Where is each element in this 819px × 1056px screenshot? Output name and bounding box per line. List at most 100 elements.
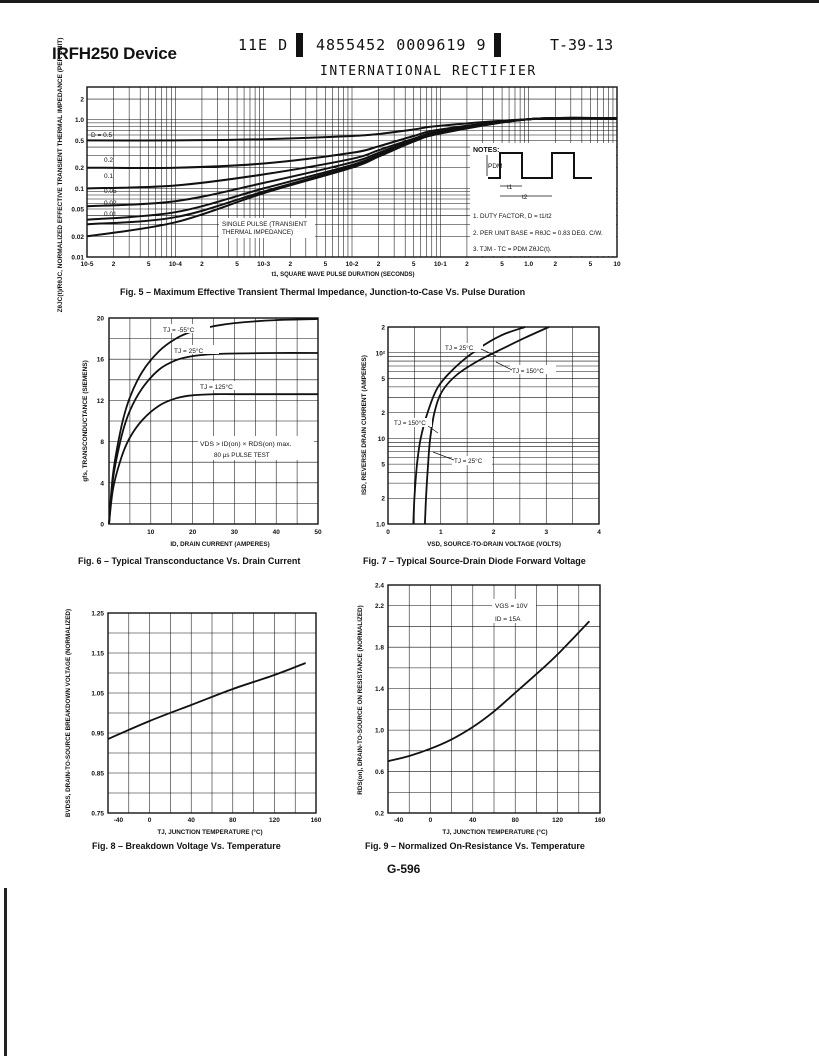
pulse-waveform <box>488 152 592 179</box>
fig5-curve-label: 0.05 <box>104 188 117 195</box>
x-tick-label: 30 <box>231 529 239 536</box>
x-tick-label: 5 <box>412 261 416 268</box>
x-tick-label: 5 <box>324 261 328 268</box>
fig5-x-label: t1, SQUARE WAVE PULSE DURATION (SECONDS) <box>271 272 414 278</box>
fig6-x-label: ID, DRAIN CURRENT (AMPERES) <box>170 541 269 548</box>
doc-number: T-39-13 <box>550 36 614 54</box>
x-tick-label: 5 <box>500 261 504 268</box>
y-tick-label: 5 <box>381 462 385 469</box>
curve-label-125: TJ = 125°C <box>200 383 233 391</box>
x-tick-label: 120 <box>552 817 563 824</box>
fig5-chart: 2 1.0 0.5 0.2 0.1 0.05 0.02 0.01 10-5 2 5 10-4 2 5 10… <box>57 38 621 313</box>
x-tick-label: 1 <box>439 529 443 536</box>
curve-label: TJ = 25°C <box>445 344 474 352</box>
curve-label-minus55: TJ = -55°C <box>163 326 195 334</box>
note-item: 1. DUTY FACTOR, D = t1/t2 <box>473 213 552 220</box>
x-tick-label: 2 <box>200 261 204 268</box>
y-tick-label: 0 <box>100 522 104 529</box>
note-item: 3. TJM - TC = PDM ZθJC(t). <box>473 246 552 253</box>
fig6-y-label: gfs, TRANSCONDUCTANCE (SIEMENS) <box>82 360 89 482</box>
series-line <box>86 116 618 238</box>
y-tick-label: 1.4 <box>375 686 384 693</box>
y-tick-label: 0.75 <box>91 811 104 818</box>
y-tick-label: 0.5 <box>75 138 84 145</box>
company-name: INTERNATIONAL RECTIFIER <box>320 64 537 79</box>
fig8-y-label: BVDSS, DRAIN-TO-SOURCE BREAKDOWN VOLTAGE… <box>65 609 72 817</box>
x-tick-label: 2 <box>465 261 469 268</box>
fig7-x-label: VSD, SOURCE-TO-DRAIN VOLTAGE (VOLTS) <box>427 541 561 548</box>
x-tick-label: 10 <box>613 261 621 268</box>
t1-label: t1 <box>507 184 513 191</box>
y-tick-label: 2.2 <box>375 603 384 610</box>
notes-title: NOTES: <box>473 147 499 154</box>
fig7-chart: 2 10² 5 2 10 5 2 1.0 0 1 2 3 4 ISD, REVERSE DRAIN C… <box>361 325 601 549</box>
top-rule <box>0 0 819 3</box>
y-tick-label: 2 <box>80 97 84 104</box>
black-bar-mark <box>494 33 501 57</box>
batch-code: 4855452 0009619 9 <box>316 36 487 54</box>
fig5-curve-label: D = 0.5 <box>91 132 113 139</box>
y-tick-label: 1.0 <box>376 522 385 529</box>
y-tick-label: 8 <box>100 439 104 446</box>
y-tick-label: 0.2 <box>75 165 84 172</box>
fig9-chart: 2.4 2.2 1.8 1.4 1.0 0.6 0.2 -40 0 40 80 120 160 RDS… <box>357 583 606 837</box>
x-tick-label: 160 <box>595 817 606 824</box>
fig5-curve-label: 0.1 <box>104 173 113 180</box>
y-tick-label: 10 <box>378 436 386 443</box>
fig9-caption: Fig. 9 – Normalized On-Resistance Vs. Te… <box>365 841 585 851</box>
x-tick-label: 10 <box>147 529 155 536</box>
x-tick-label: 0 <box>148 817 152 824</box>
y-tick-label: 1.0 <box>75 117 84 124</box>
fig5-caption: Fig. 5 – Maximum Effective Transient The… <box>120 287 526 297</box>
condition-text: ID = 15A <box>495 616 521 623</box>
y-tick-label: 1.0 <box>375 728 384 735</box>
curve-label-25: TJ = 25°C <box>174 347 203 355</box>
y-tick-label: 2 <box>381 325 385 332</box>
x-tick-label: 80 <box>512 817 520 824</box>
y-tick-label: 20 <box>97 316 105 323</box>
series-line <box>108 393 318 525</box>
x-tick-label: 0 <box>386 529 390 536</box>
series-line <box>412 326 526 525</box>
x-tick-label: 0 <box>429 817 433 824</box>
series-line <box>108 318 319 525</box>
note-item: 2. PER UNIT BASE = RθJC = 0.83 DEG. C/W. <box>473 230 603 237</box>
x-tick-label: 160 <box>311 817 322 824</box>
x-tick-label: 10-5 <box>80 261 93 268</box>
y-tick-label: 0.05 <box>71 207 84 214</box>
series-line <box>107 662 306 740</box>
y-tick-label: 2 <box>381 496 385 503</box>
black-bar-mark <box>296 33 303 57</box>
y-tick-label: 0.02 <box>71 234 84 241</box>
binding-edge-mark <box>4 888 7 1056</box>
y-tick-label: 2.4 <box>375 583 384 590</box>
fig5-curve-label: 0.2 <box>104 157 113 164</box>
fig6-caption: Fig. 6 – Typical Transconductance Vs. Dr… <box>78 556 301 566</box>
fig5-curve-label: 0.02 <box>104 200 117 207</box>
y-tick-label: 0.85 <box>91 771 104 778</box>
y-tick-label: 0.95 <box>91 731 104 738</box>
y-tick-label: 10² <box>376 350 386 357</box>
pdm-label: PDM <box>488 163 502 170</box>
x-tick-label: 40 <box>469 817 477 824</box>
page-number: G-596 <box>387 862 421 876</box>
x-tick-label: 80 <box>229 817 237 824</box>
condition-text: 80 μs PULSE TEST <box>214 452 270 459</box>
single-pulse-label: SINGLE PULSE (TRANSIENT <box>222 221 307 228</box>
series-line <box>424 326 550 525</box>
single-pulse-label: THERMAL IMPEDANCE) <box>222 229 293 236</box>
x-tick-label: 5 <box>147 261 151 268</box>
series-line <box>108 352 319 525</box>
x-tick-label: 40 <box>188 817 196 824</box>
x-tick-label: 20 <box>189 529 197 536</box>
fig9-x-label: TJ, JUNCTION TEMPERATURE (°C) <box>442 828 547 836</box>
y-tick-label: 1.15 <box>91 651 104 658</box>
x-tick-label: 10-1 <box>434 261 447 268</box>
x-tick-label: -40 <box>114 817 124 824</box>
x-tick-label: 3 <box>544 529 548 536</box>
notes-box <box>470 143 616 256</box>
fig9-y-label: RDS(on), DRAIN-TO-SOURCE ON RESISTANCE (… <box>357 605 364 794</box>
fig8-chart: 1.251.151.050.950.850.75 -40 0 40 80 120 160 … <box>65 609 322 836</box>
y-tick-label: 12 <box>97 398 105 405</box>
